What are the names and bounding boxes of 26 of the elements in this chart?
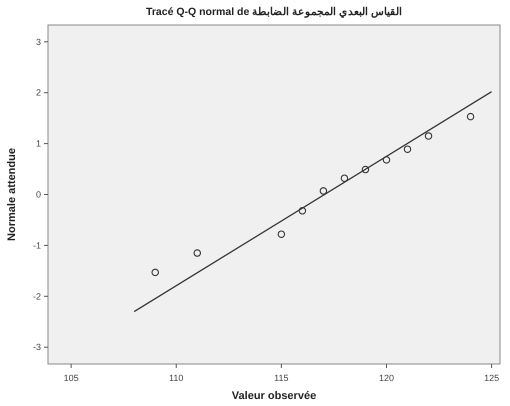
point <box>382 156 390 164</box>
y-tick-label: 0 <box>36 190 41 200</box>
y-tick-label: -2 <box>32 291 41 302</box>
y-tick-label: -3 <box>32 342 41 352</box>
point <box>194 249 202 257</box>
x-tick-label: 110 <box>169 373 184 383</box>
point <box>320 187 328 195</box>
point <box>466 112 474 120</box>
x-tick-label: 125 <box>484 373 500 383</box>
point <box>340 174 348 182</box>
y-tick-label: 2 <box>36 88 41 98</box>
x-axis-title: Valeur observée <box>232 390 316 402</box>
point <box>404 145 412 153</box>
point <box>278 230 286 238</box>
point <box>151 268 159 276</box>
point <box>424 132 432 140</box>
x-tick-label: 120 <box>378 373 394 383</box>
chart-title: Tracé Q-Q normal de القياس البعدي المجموعة الضابطة <box>146 6 402 19</box>
point <box>298 207 306 215</box>
y-tick-label: -1 <box>32 240 41 250</box>
point <box>362 166 370 174</box>
y-tick-label: 3 <box>36 36 41 47</box>
x-tick-label: 105 <box>64 373 79 383</box>
y-tick-label: 1 <box>36 138 41 149</box>
y-axis-title: Normale attendue <box>6 148 18 241</box>
x-tick-label: 115 <box>274 373 289 383</box>
